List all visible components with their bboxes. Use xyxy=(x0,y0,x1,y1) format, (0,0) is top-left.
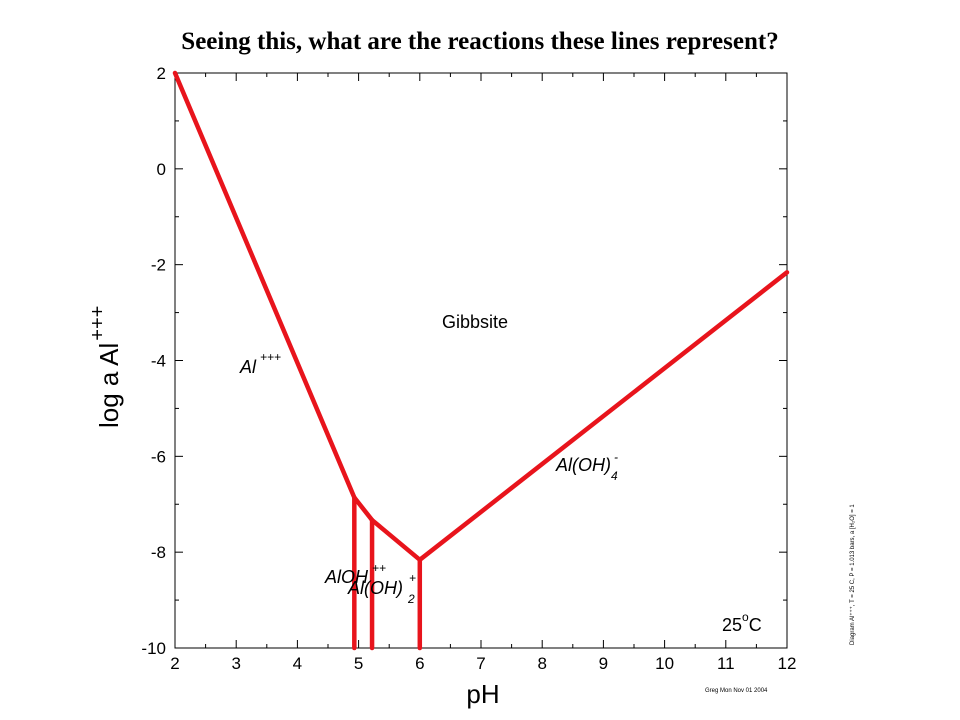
boundary-line xyxy=(417,270,790,563)
y-tick-label: -2 xyxy=(151,256,166,275)
aloh4-base: Al(OH) xyxy=(555,455,611,475)
temp-unit: C xyxy=(749,615,762,635)
region-label-aloh: AlOH ++ xyxy=(324,561,386,587)
al3-base: Al xyxy=(239,357,257,377)
x-tick-label: 5 xyxy=(354,654,363,673)
x-axis-label: pH xyxy=(466,679,499,709)
y-axis-label: log a Al+++ xyxy=(87,306,124,428)
region-label-aloh4: Al(OH) - 4 xyxy=(555,450,618,483)
aloh-base: AlOH xyxy=(324,567,369,587)
x-tick-label: 7 xyxy=(476,654,485,673)
aloh2-sub: 2 xyxy=(407,592,415,606)
x-tick-label: 4 xyxy=(293,654,302,673)
region-label-al3: Al +++ xyxy=(239,350,281,377)
boundary-lines xyxy=(172,70,790,651)
y-tick-label: -10 xyxy=(141,639,166,658)
y-tick-label: -4 xyxy=(151,352,166,371)
boundary-line xyxy=(352,495,375,523)
x-tick-label: 8 xyxy=(537,654,546,673)
y-axis-label-base: log a Al xyxy=(94,343,124,428)
x-tick-label: 11 xyxy=(717,654,735,673)
aloh-sup: ++ xyxy=(372,561,386,575)
x-tick-label: 3 xyxy=(231,654,240,673)
aloh4-sup: - xyxy=(614,450,618,464)
temp-degree: o xyxy=(742,610,749,624)
side-note: Diagram Al⁺⁺⁺, T = 25 C, P = 1.013 bars,… xyxy=(849,504,856,645)
aloh4-sub: 4 xyxy=(611,469,618,483)
plot-frame xyxy=(174,72,788,649)
aloh2-sup: + xyxy=(409,571,416,585)
footer-note: Greg Mon Nov 01 2004 xyxy=(705,688,768,694)
region-label-gibbsite: Gibbsite xyxy=(442,312,508,332)
boundary-line xyxy=(369,517,423,563)
y-tick-label: -8 xyxy=(151,543,166,562)
temperature-label: 25oC xyxy=(722,610,762,635)
boundary-line xyxy=(172,70,357,500)
x-tick-label: 6 xyxy=(415,654,424,673)
y-tick-label: 0 xyxy=(157,160,166,179)
y-tick-label: 2 xyxy=(157,64,166,83)
region-label-aloh2: Al(OH) +2 xyxy=(347,571,416,606)
x-tick-label: 2 xyxy=(170,654,179,673)
slide-title: Seeing this, what are the reactions thes… xyxy=(181,28,779,55)
y-tick-label: -6 xyxy=(151,447,166,466)
x-tick-label: 12 xyxy=(778,654,797,673)
al3-sup: +++ xyxy=(260,350,281,364)
temp-value: 25 xyxy=(722,615,742,635)
x-tick-label: 10 xyxy=(655,654,674,673)
y-axis-label-sup: +++ xyxy=(87,306,109,341)
x-tick-label: 9 xyxy=(599,654,608,673)
aloh2-base: Al(OH) xyxy=(347,578,403,598)
